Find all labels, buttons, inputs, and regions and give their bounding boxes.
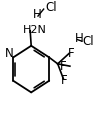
Text: H2N: H2N	[23, 25, 47, 35]
Text: Cl: Cl	[46, 1, 57, 14]
Text: F: F	[67, 47, 74, 60]
Text: Cl: Cl	[82, 35, 94, 48]
Text: N: N	[5, 47, 14, 60]
Text: F: F	[60, 60, 67, 73]
Text: H: H	[75, 32, 84, 45]
Text: H: H	[33, 8, 42, 21]
Text: F: F	[61, 74, 68, 87]
